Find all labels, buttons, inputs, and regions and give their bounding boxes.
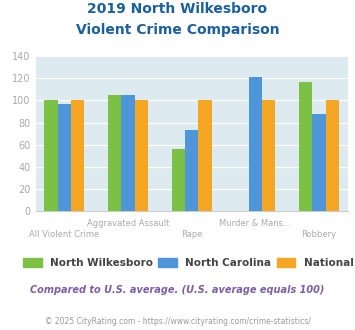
Text: Aggravated Assault: Aggravated Assault: [87, 219, 169, 228]
Text: 2019 North Wilkesboro: 2019 North Wilkesboro: [87, 2, 268, 16]
Bar: [198, 100, 212, 211]
Bar: [249, 77, 262, 211]
Text: Violent Crime Comparison: Violent Crime Comparison: [76, 23, 279, 37]
Text: Compared to U.S. average. (U.S. average equals 100): Compared to U.S. average. (U.S. average …: [30, 285, 325, 295]
Bar: [108, 95, 121, 211]
Text: All Violent Crime: All Violent Crime: [29, 230, 99, 239]
Bar: [58, 104, 71, 211]
Bar: [172, 149, 185, 211]
Bar: [299, 82, 312, 211]
Bar: [326, 100, 339, 211]
Bar: [44, 100, 58, 211]
Bar: [121, 95, 135, 211]
Bar: [71, 100, 84, 211]
Bar: [312, 114, 326, 211]
Text: © 2025 CityRating.com - https://www.cityrating.com/crime-statistics/: © 2025 CityRating.com - https://www.city…: [45, 317, 310, 326]
Text: Robbery: Robbery: [301, 230, 337, 239]
Bar: [262, 100, 275, 211]
Bar: [185, 130, 198, 211]
Legend: North Wilkesboro, North Carolina, National: North Wilkesboro, North Carolina, Nation…: [23, 258, 354, 268]
Text: Rape: Rape: [181, 230, 202, 239]
Text: Murder & Mans...: Murder & Mans...: [219, 219, 291, 228]
Bar: [135, 100, 148, 211]
